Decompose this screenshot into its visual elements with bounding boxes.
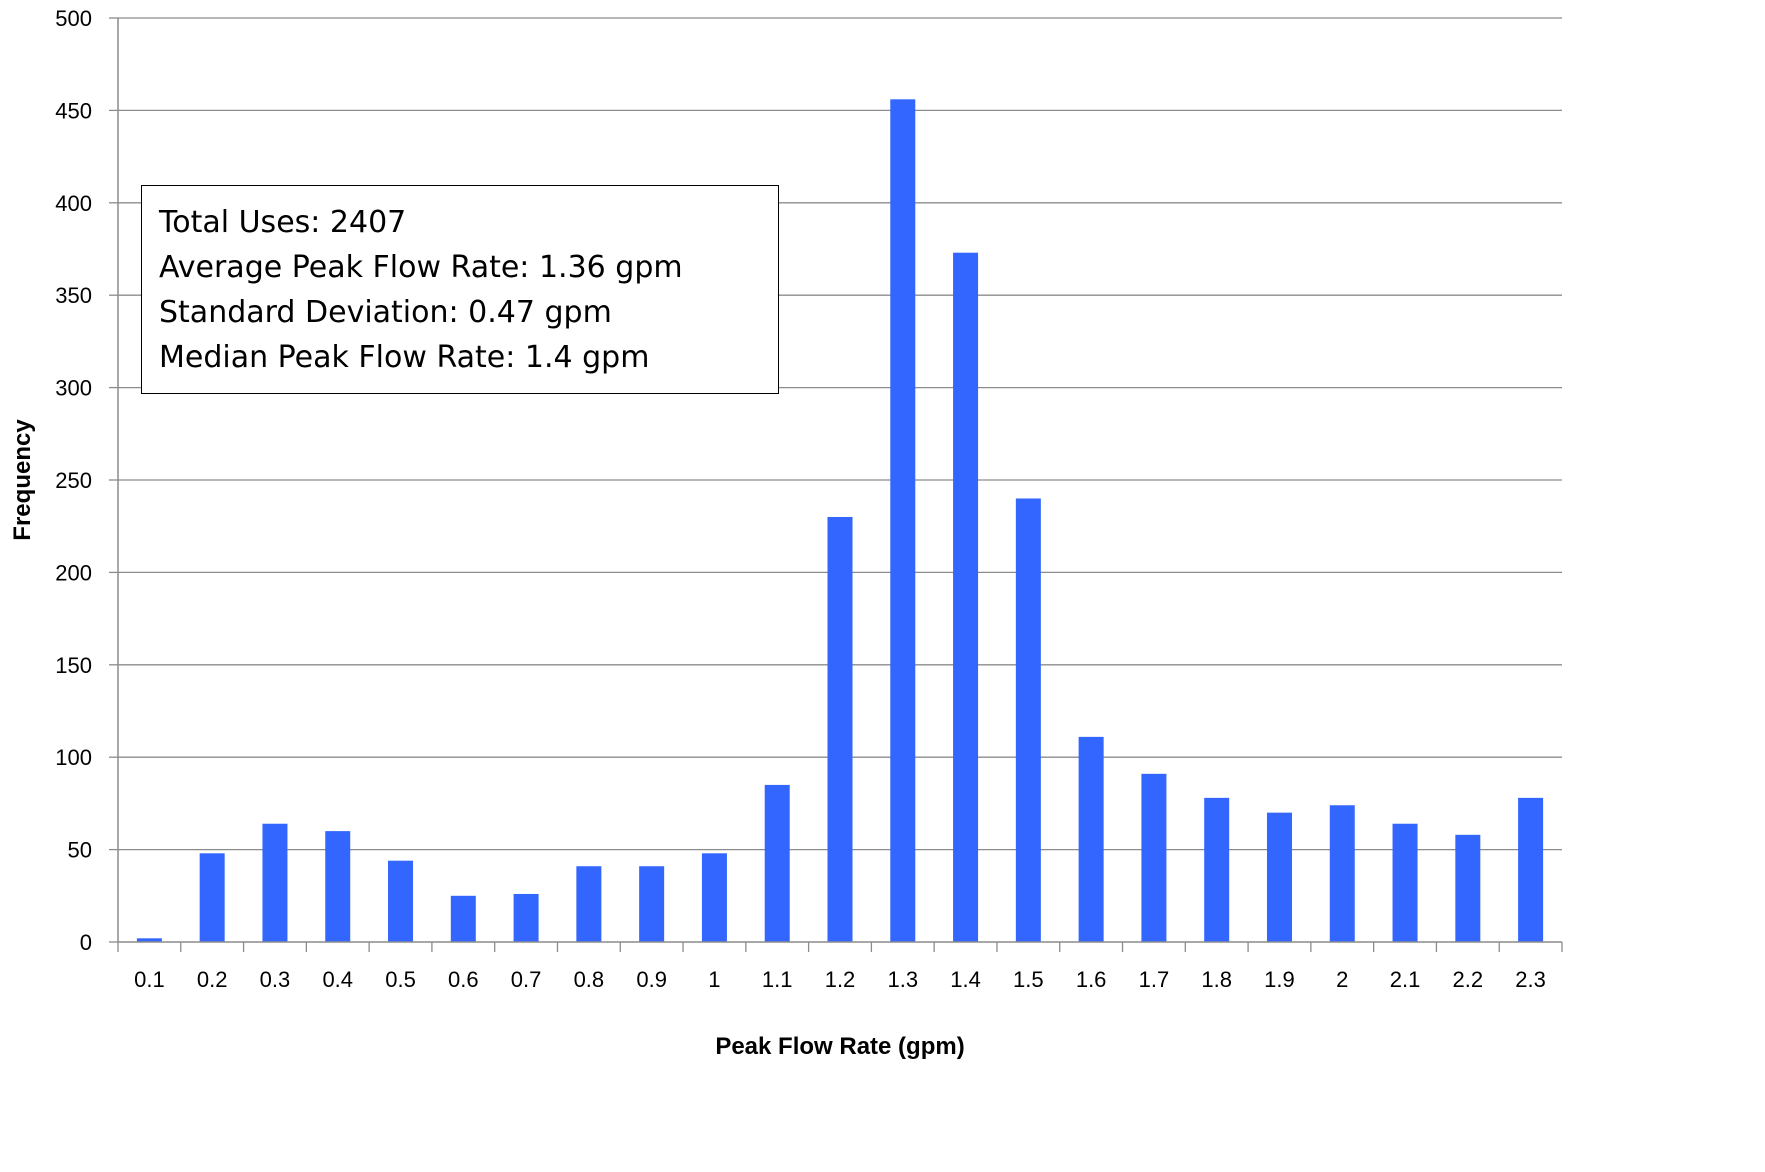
bar-0.1 xyxy=(136,938,162,942)
total-uses-text: Total Uses: 2407 xyxy=(159,205,407,240)
x-tick-label: 1.5 xyxy=(1013,967,1044,992)
x-tick-label: 0.4 xyxy=(322,967,353,992)
x-tick-label: 1.4 xyxy=(950,967,981,992)
bar-0.5 xyxy=(388,860,414,942)
x-tick-label: 1.1 xyxy=(762,967,793,992)
x-tick-label: 0.7 xyxy=(511,967,542,992)
bars xyxy=(136,99,1544,943)
x-tick-label: 2.3 xyxy=(1515,967,1546,992)
bar-1 xyxy=(701,853,727,942)
bar-0.8 xyxy=(576,866,602,942)
x-tick-label: 1.9 xyxy=(1264,967,1295,992)
x-tick-label: 1.7 xyxy=(1139,967,1170,992)
x-tick-label: 1.3 xyxy=(887,967,918,992)
y-tick-labels: 0 50 100 150 200 250 300 350 400 450 500 xyxy=(55,6,92,955)
bar-0.4 xyxy=(325,831,351,942)
x-tick-label: 0.5 xyxy=(385,967,416,992)
x-tick-labels: 0.1 0.2 0.3 0.4 0.5 0.6 0.7 0.8 0.9 1 1.1 1.2 1.3 1.4… xyxy=(134,967,1546,992)
x-tick-label: 0.1 xyxy=(134,967,165,992)
x-tick-label: 0.8 xyxy=(574,967,605,992)
y-tick-label: 400 xyxy=(55,191,92,216)
y-tick-label: 350 xyxy=(55,283,92,308)
bar-2 xyxy=(1329,805,1355,942)
x-tick-label: 2.1 xyxy=(1390,967,1421,992)
x-tick-label: 2.2 xyxy=(1453,967,1484,992)
median-peak-flow-text: Median Peak Flow Rate: 1.4 gpm xyxy=(159,340,650,375)
y-tick-label: 0 xyxy=(80,930,92,955)
x-tick-label: 2 xyxy=(1336,967,1348,992)
bar-1.6 xyxy=(1078,736,1104,942)
bar-2.3 xyxy=(1518,797,1544,942)
y-tick-label: 250 xyxy=(55,468,92,493)
y-tick-label: 50 xyxy=(68,838,92,863)
x-tick-label: 1.2 xyxy=(825,967,856,992)
bar-1.8 xyxy=(1204,797,1230,942)
bar-0.9 xyxy=(639,866,665,942)
y-tick-label: 500 xyxy=(55,6,92,31)
x-axis-title: Peak Flow Rate (gpm) xyxy=(715,1033,964,1060)
bar-2.2 xyxy=(1455,834,1481,942)
bar-0.3 xyxy=(262,823,288,942)
x-tick-label: 0.6 xyxy=(448,967,479,992)
bar-1.3 xyxy=(890,99,916,942)
x-tick-label: 0.2 xyxy=(197,967,228,992)
bar-1.9 xyxy=(1266,812,1292,942)
x-tick-label: 0.9 xyxy=(636,967,667,992)
bar-1.7 xyxy=(1141,773,1167,942)
y-tick-label: 450 xyxy=(55,98,92,123)
bar-0.6 xyxy=(450,895,476,942)
x-tick-label: 1 xyxy=(708,967,720,992)
y-tick-label: 150 xyxy=(55,653,92,678)
y-tick-label: 100 xyxy=(55,745,92,770)
bar-1.2 xyxy=(827,516,853,942)
average-peak-flow-text: Average Peak Flow Rate: 1.36 gpm xyxy=(159,250,683,285)
bar-1.5 xyxy=(1015,498,1041,942)
bar-0.2 xyxy=(199,853,225,942)
summary-stats-box: Total Uses: 2407 Average Peak Flow Rate:… xyxy=(141,185,779,394)
bar-2.1 xyxy=(1392,823,1418,942)
standard-deviation-text: Standard Deviation: 0.47 gpm xyxy=(159,295,612,330)
bar-0.7 xyxy=(513,893,539,942)
bar-1.1 xyxy=(764,784,790,942)
y-tick-label: 300 xyxy=(55,376,92,401)
x-tick-label: 0.3 xyxy=(260,967,291,992)
bar-1.4 xyxy=(953,252,979,943)
x-tick-label: 1.8 xyxy=(1201,967,1232,992)
y-tick-label: 200 xyxy=(55,560,92,585)
x-tick-label: 1.6 xyxy=(1076,967,1107,992)
axes xyxy=(109,17,1563,952)
y-axis-title: Frequency xyxy=(9,419,36,541)
